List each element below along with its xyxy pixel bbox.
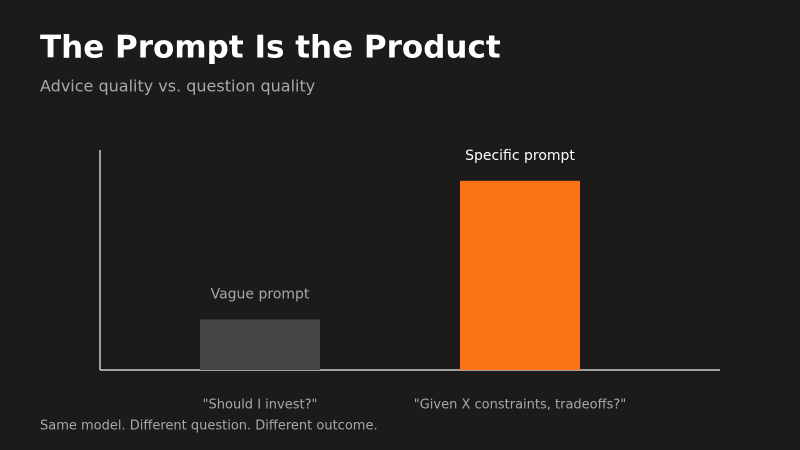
bar-label: Vague prompt	[211, 286, 310, 302]
chart-subtitle: Advice quality vs. question quality	[40, 77, 315, 96]
chart-title: The Prompt Is the Product	[40, 30, 501, 66]
x-tick-label: "Given X constraints, tradeoffs?"	[414, 398, 627, 413]
bar-label: Specific prompt	[465, 148, 575, 164]
x-tick-label: "Should I invest?"	[203, 398, 318, 413]
bar	[200, 319, 320, 370]
bar	[460, 180, 580, 370]
caption: Same model. Different question. Differen…	[40, 419, 378, 434]
